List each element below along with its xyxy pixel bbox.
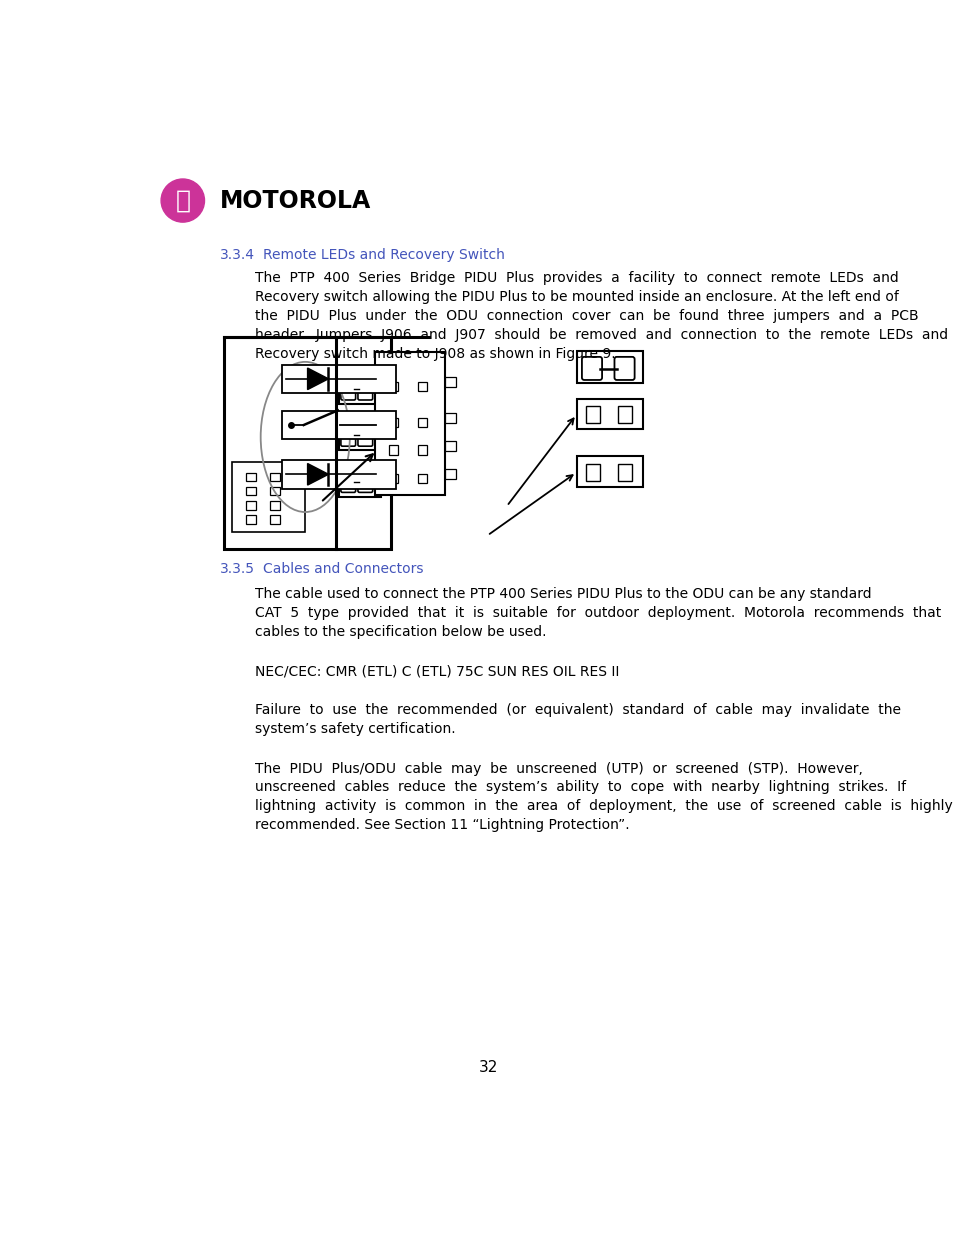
Text: Ⓜ: Ⓜ [175,189,190,212]
Bar [417,417,427,427]
FancyBboxPatch shape [581,357,601,380]
Bar [282,364,395,393]
Text: Failure  to  use  the  recommended  (or  equivalent)  standard  of  cable  may  : Failure to use the recommended (or equiv… [254,704,900,718]
Bar [232,462,305,531]
Bar [585,464,599,480]
Bar [224,337,390,548]
Text: header.  Jumpers  J906  and  J907  should  be  removed  and  connection  to  the: header. Jumpers J906 and J907 should be … [254,329,947,342]
FancyBboxPatch shape [340,383,355,400]
Polygon shape [307,463,328,485]
Bar [270,515,280,524]
Bar [417,382,427,390]
Bar [375,352,444,495]
Bar [245,515,255,524]
Bar [585,406,599,424]
Bar [282,461,395,489]
Text: 3.3.5: 3.3.5 [220,562,254,577]
Bar [245,487,255,495]
Text: lightning  activity  is  common  in  the  area  of  deployment,  the  use  of  s: lightning activity is common in the area… [254,799,952,813]
Text: The  PIDU  Plus/ODU  cable  may  be  unscreened  (UTP)  or  screened  (STP).  Ho: The PIDU Plus/ODU cable may be unscreene… [254,762,862,776]
Bar [338,469,381,496]
Text: NEC/CEC: CMR (ETL) C (ETL) 75C SUN RES OIL RES II: NEC/CEC: CMR (ETL) C (ETL) 75C SUN RES O… [254,664,618,678]
Bar [444,377,456,387]
Text: recommended. See Section 11 “Lightning Protection”.: recommended. See Section 11 “Lightning P… [254,818,629,832]
Bar [444,412,456,424]
Text: Recovery switch made to J908 as shown in Figure 9.: Recovery switch made to J908 as shown in… [254,347,615,361]
FancyBboxPatch shape [614,357,634,380]
FancyBboxPatch shape [357,430,373,446]
Bar [444,469,456,479]
Text: unscreened  cables  reduce  the  system’s  ability  to  cope  with  nearby  ligh: unscreened cables reduce the system’s ab… [254,781,905,794]
Text: 32: 32 [478,1060,498,1074]
FancyBboxPatch shape [357,475,373,493]
Bar [338,377,381,404]
Text: 3.3.4: 3.3.4 [220,248,254,262]
Text: the  PIDU  Plus  under  the  ODU  connection  cover  can  be  found  three  jump: the PIDU Plus under the ODU connection c… [254,309,918,324]
Polygon shape [307,368,328,389]
Bar [576,351,642,383]
Bar [417,474,427,483]
Bar [245,501,255,510]
FancyBboxPatch shape [340,430,355,446]
Text: system’s safety certification.: system’s safety certification. [254,722,455,736]
Bar [245,473,255,482]
Text: Remote LEDs and Recovery Switch: Remote LEDs and Recovery Switch [263,248,505,262]
Text: Recovery switch allowing the PIDU Plus to be mounted inside an enclosure. At the: Recovery switch allowing the PIDU Plus t… [254,290,898,304]
Text: cables to the specification below be used.: cables to the specification below be use… [254,625,546,638]
Bar [618,406,632,424]
FancyBboxPatch shape [357,383,373,400]
Text: MOTOROLA: MOTOROLA [220,189,371,212]
Bar [576,399,642,430]
Bar [282,411,395,440]
Bar [618,464,632,480]
Bar [389,382,397,390]
Bar [389,474,397,483]
Bar [389,417,397,427]
Text: Cables and Connectors: Cables and Connectors [263,562,423,577]
Bar [417,446,427,454]
Text: CAT  5  type  provided  that  it  is  suitable  for  outdoor  deployment.  Motor: CAT 5 type provided that it is suitable … [254,606,941,620]
Bar [270,473,280,482]
Bar [389,446,397,454]
Circle shape [161,179,204,222]
Bar [444,441,456,451]
Bar [576,456,642,487]
Text: The cable used to connect the PTP 400 Series PIDU Plus to the ODU can be any sta: The cable used to connect the PTP 400 Se… [254,587,871,601]
Bar [270,487,280,495]
Text: The  PTP  400  Series  Bridge  PIDU  Plus  provides  a  facility  to  connect  r: The PTP 400 Series Bridge PIDU Plus prov… [254,272,898,285]
Bar [338,424,381,451]
Bar [270,501,280,510]
FancyBboxPatch shape [340,475,355,493]
